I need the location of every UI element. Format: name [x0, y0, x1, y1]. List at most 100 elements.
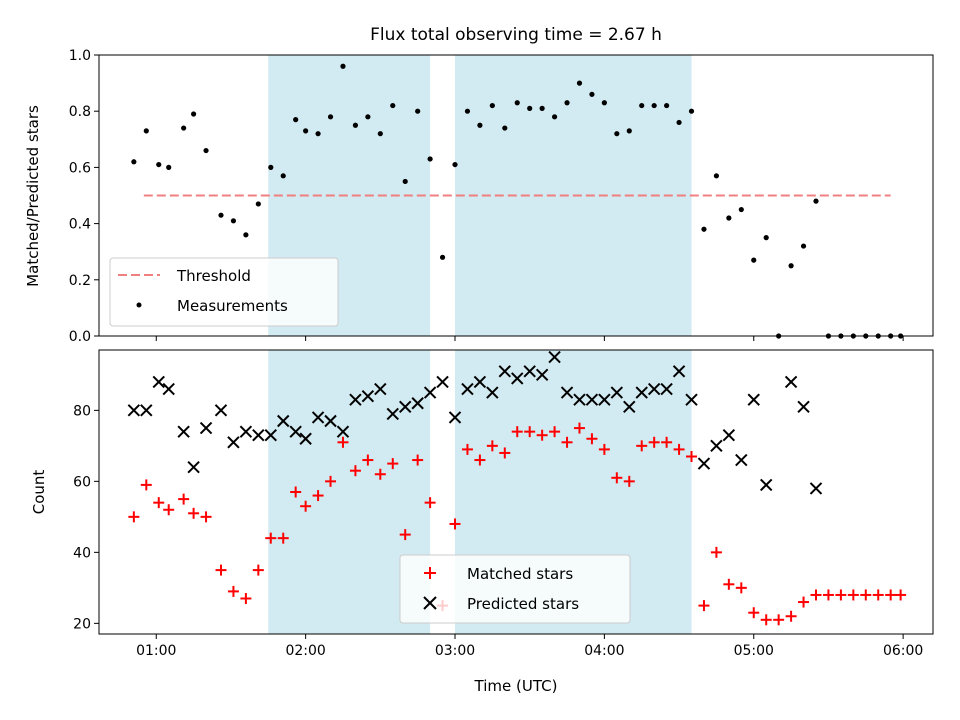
top-legend: Threshold Measurements	[109, 257, 339, 327]
measurement-point	[181, 125, 187, 131]
measurement-point	[166, 164, 172, 170]
matched-star-point	[449, 518, 461, 530]
measurement-point	[280, 173, 286, 179]
predicted-star-point	[152, 375, 165, 389]
matched-star-point	[686, 451, 698, 462]
predicted-star-point	[252, 428, 265, 442]
predicted-star-point	[548, 350, 561, 364]
matched-star-point	[773, 614, 785, 626]
matched-star-point	[325, 475, 337, 487]
top-y-axis-label: Matched/Predicted stars	[24, 105, 42, 287]
measurement-point	[639, 102, 645, 109]
matched-star-point	[227, 585, 239, 597]
matched-star-point	[265, 532, 277, 544]
matched-star-point	[885, 589, 897, 601]
matched-star-point	[710, 546, 722, 558]
matched-star-point	[290, 486, 302, 498]
measurement-point	[751, 257, 757, 263]
measurement-point	[701, 226, 707, 232]
matched-star-point	[128, 511, 140, 523]
measurement-point	[788, 263, 794, 269]
predicted-star-point	[461, 382, 474, 396]
measurement-point	[203, 147, 209, 154]
predicted-star-point	[809, 482, 823, 495]
measurement-point	[427, 156, 433, 162]
predicted-star-point	[710, 439, 723, 453]
matched-star-point	[300, 500, 312, 512]
predicted-star-point	[436, 375, 449, 389]
matched-star-point	[387, 458, 399, 470]
matched-star-point	[188, 507, 200, 519]
predicted-star-point	[227, 436, 240, 449]
matched-star-point	[636, 440, 648, 452]
predicted-star-point	[735, 453, 748, 467]
matched-star-point	[252, 564, 264, 576]
predicted-star-point	[473, 375, 487, 389]
matched-star-point	[240, 593, 252, 604]
matched-star-point	[499, 447, 511, 459]
top-y-ticks: 0.0 0.2 0.4 0.6 0.8 1.0	[69, 48, 99, 345]
predicted-star-point	[511, 372, 524, 385]
measurement-point	[676, 119, 682, 126]
measurement-point	[564, 100, 570, 106]
measurement-point	[589, 91, 595, 97]
measurement-point	[293, 117, 299, 123]
matched-star-point	[698, 600, 710, 612]
matched-star-point	[163, 504, 175, 516]
measurement-point	[143, 128, 149, 134]
matched-star-point	[536, 429, 548, 441]
matched-star-point	[661, 436, 673, 448]
measurement-point	[477, 122, 483, 128]
predicted-star-point	[289, 425, 302, 438]
predicted-star-point	[374, 382, 387, 396]
measurement-point	[601, 100, 607, 106]
bottom-y-ticks: 20 40 60 80	[73, 403, 99, 632]
predicted-star-point	[324, 414, 337, 428]
predicted-star-point	[660, 382, 673, 396]
measurement-point	[551, 114, 558, 120]
bottom-y-axis-label: Count	[30, 470, 48, 515]
predicted-star-point	[299, 432, 312, 445]
measurement-point	[726, 215, 732, 221]
matched-star-point	[573, 422, 585, 434]
predicted-star-point	[585, 393, 599, 406]
matched-star-point	[200, 511, 212, 523]
measurement-point	[539, 105, 545, 111]
matched-star-point	[337, 436, 349, 448]
predicted-star-point	[523, 365, 536, 378]
predicted-star-point	[560, 386, 574, 399]
measurement-point	[315, 131, 321, 137]
top-y-tick-label: 0.4	[69, 217, 91, 233]
predicted-star-point	[411, 397, 424, 410]
predicted-star-point	[486, 386, 499, 399]
matched-stars-points	[128, 422, 907, 626]
measurement-point	[800, 243, 807, 249]
matched-star-point	[178, 493, 190, 505]
predicted-star-point	[784, 375, 798, 389]
predicted-star-point	[623, 400, 636, 414]
matched-star-point	[598, 443, 610, 455]
measurement-point	[191, 111, 197, 117]
matched-star-point	[424, 497, 436, 509]
measurement-point	[651, 102, 657, 109]
predicted-star-point	[647, 382, 661, 396]
bottom-y-tick-label: 20	[73, 616, 91, 632]
matched-star-point	[511, 426, 523, 438]
top-legend-box	[109, 257, 339, 327]
matched-star-point	[895, 589, 907, 601]
predicted-star-point	[685, 393, 698, 406]
predicted-star-point	[264, 428, 277, 442]
predicted-star-point	[187, 460, 200, 474]
matched-star-point	[648, 436, 660, 448]
predicted-star-point	[349, 393, 362, 406]
predicted-star-point	[127, 404, 141, 417]
measurement-point	[738, 206, 744, 213]
matched-star-point	[760, 614, 772, 626]
measurement-point	[489, 102, 495, 109]
bottom-x-ticks: 01:00 02:00 03:00 04:00 05:00 06:00	[136, 634, 923, 659]
predicted-star-point	[573, 393, 586, 406]
matched-star-point	[399, 529, 411, 541]
measurement-point	[664, 102, 670, 109]
predicted-star-point	[535, 368, 549, 382]
measurement-point	[576, 80, 583, 86]
